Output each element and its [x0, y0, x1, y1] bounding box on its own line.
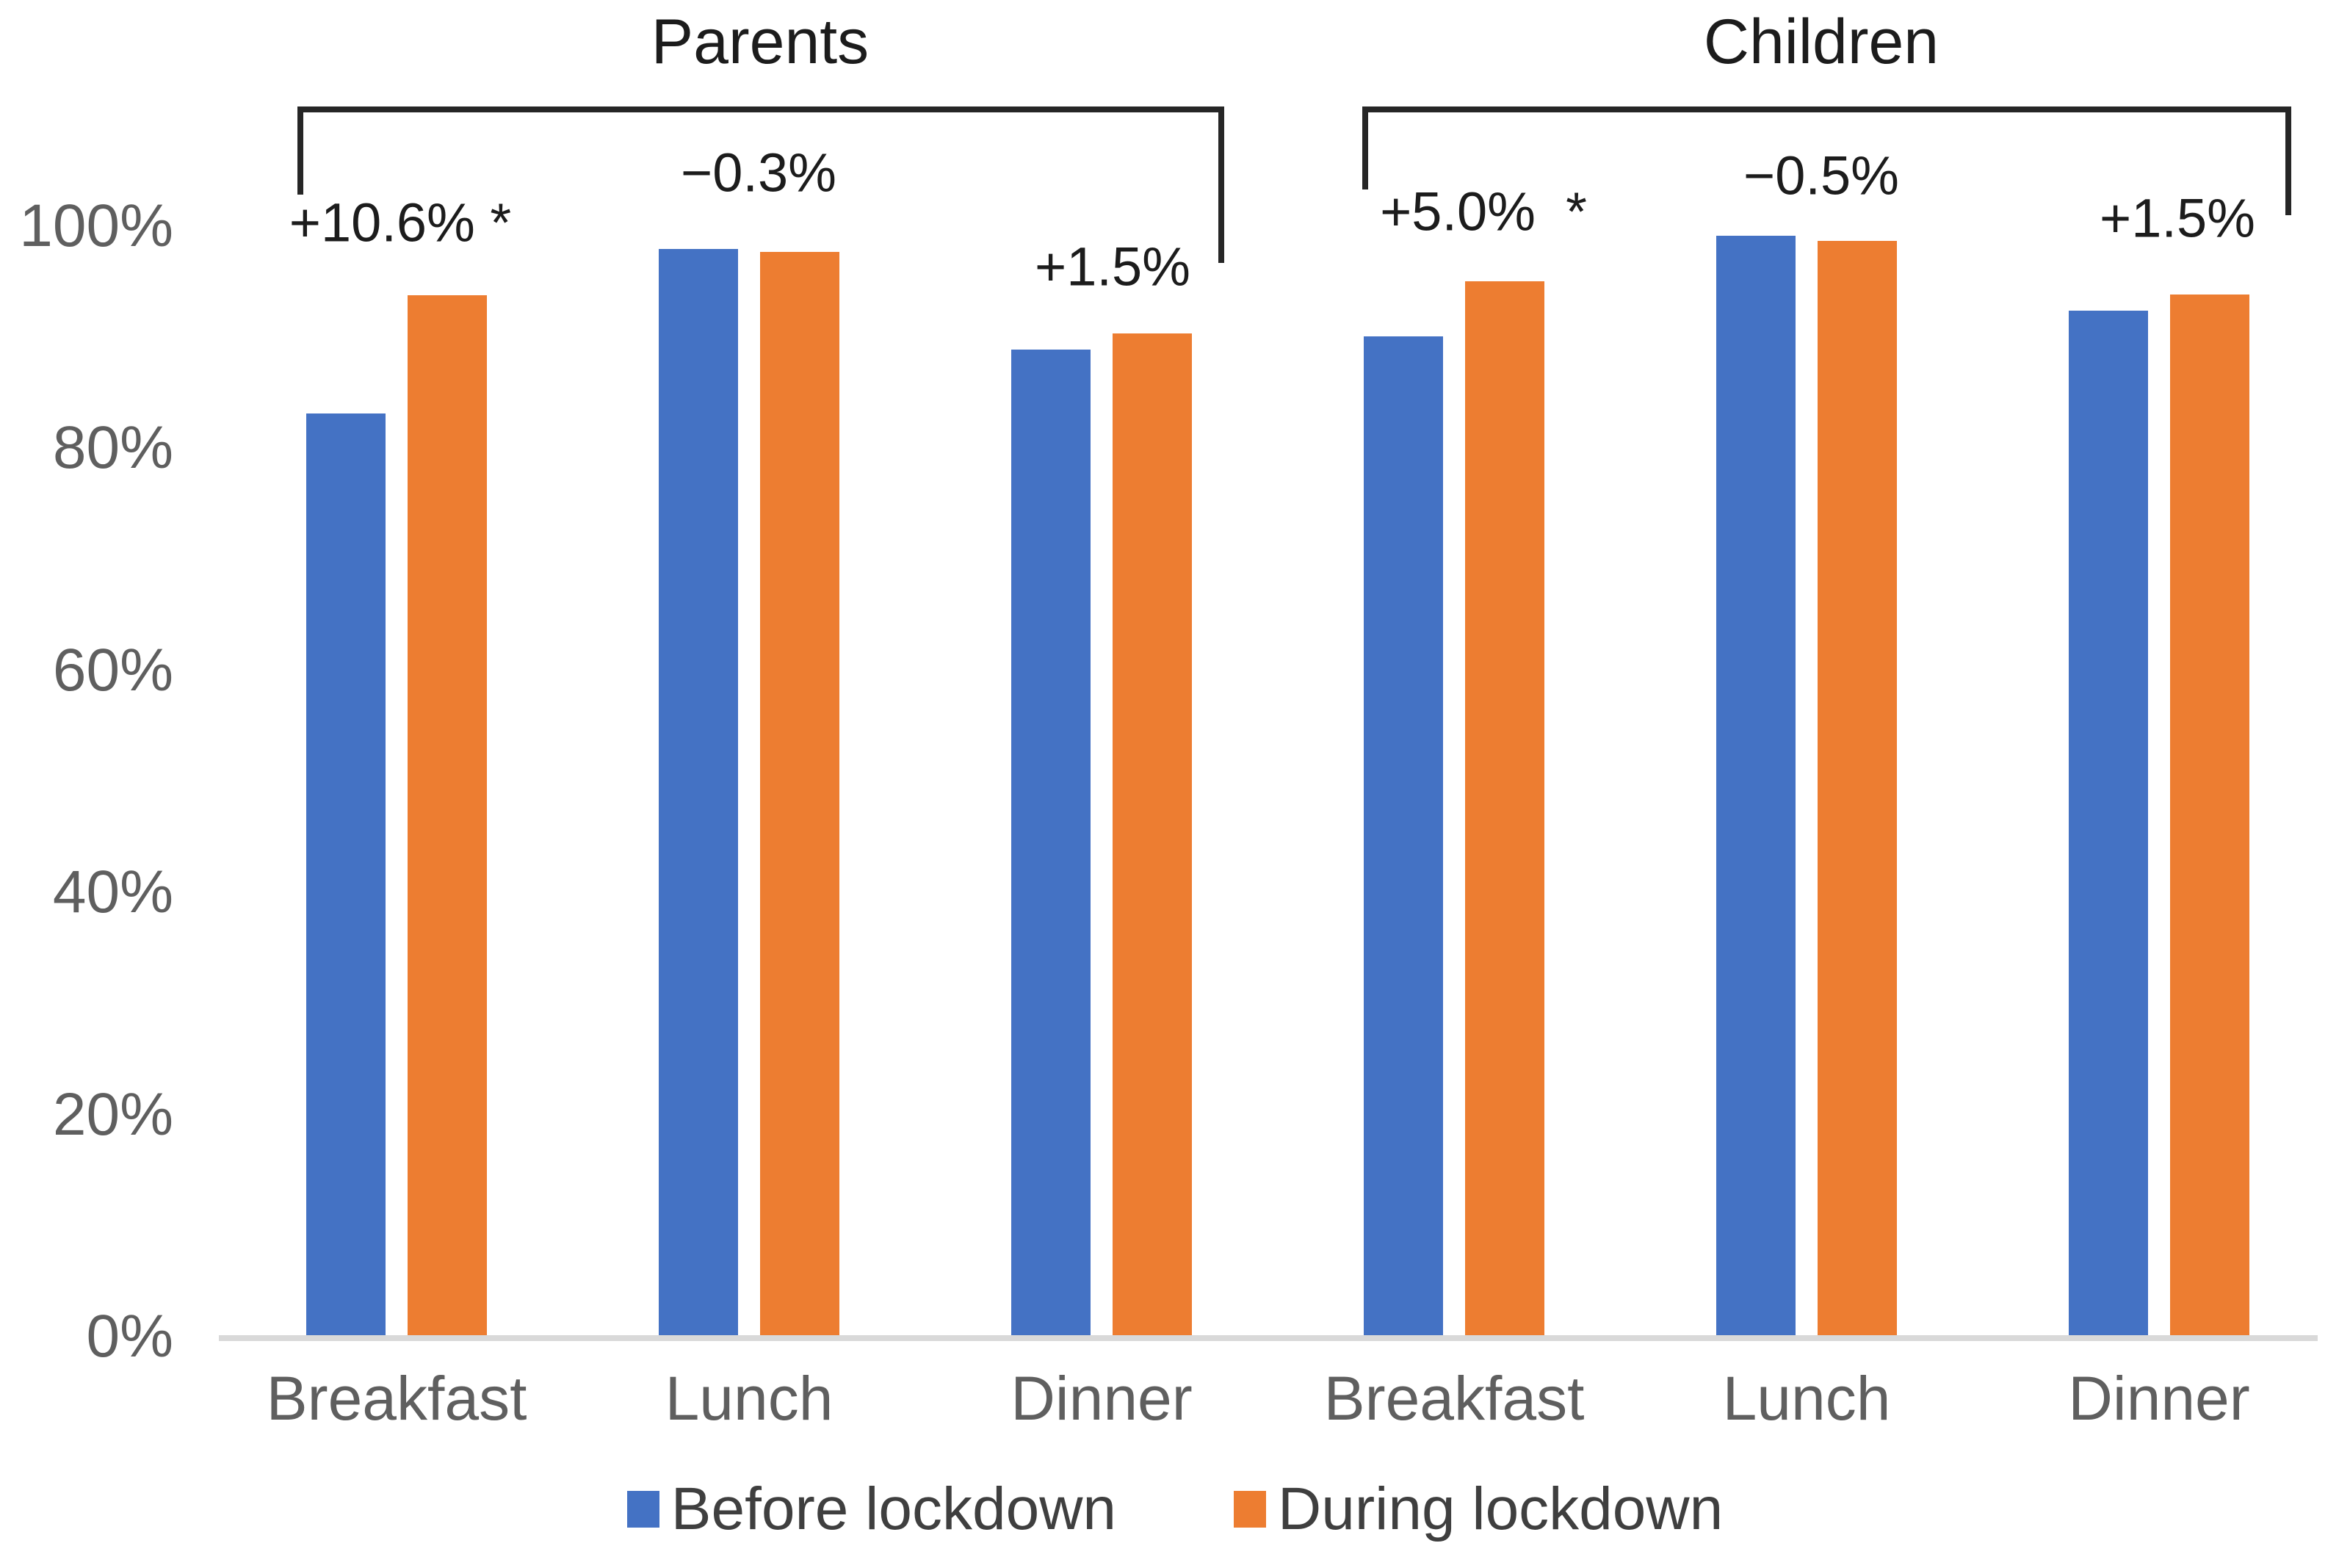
y-axis: 0% 20% 40% 60% 80% 100% — [0, 0, 176, 1568]
legend-label-before-lockdown: Before lockdown — [670, 1475, 1117, 1542]
y-axis-label-80: 80% — [52, 414, 173, 482]
bar-children-dinner-during-lockdown — [2170, 294, 2249, 1338]
bracket-tick-right — [1218, 112, 1224, 263]
y-axis-label-100: 100% — [19, 192, 173, 260]
category-label-parents-lunch: Lunch — [665, 1364, 834, 1433]
bracket-tick-left — [297, 112, 303, 195]
y-axis-label-20: 20% — [52, 1080, 173, 1148]
y-axis-label-0: 0% — [86, 1303, 173, 1370]
bracket-tick-left — [1362, 112, 1368, 189]
group-title-parents: Parents — [651, 7, 870, 77]
bar-children-breakfast-before-lockdown — [1364, 336, 1443, 1338]
legend-swatch-before-lockdown — [626, 1491, 659, 1528]
x-axis-line — [219, 1335, 2318, 1341]
bar-parents-dinner-during-lockdown — [1113, 333, 1192, 1338]
legend-item-during: During lockdown — [1234, 1475, 1723, 1544]
annotation-children-breakfast: +5.0% * — [1380, 181, 1587, 242]
annotation-parents-dinner: +1.5% — [1035, 236, 1190, 297]
bar-children-dinner-before-lockdown — [2069, 311, 2148, 1338]
bracket-tick-right — [2285, 112, 2291, 215]
bar-children-lunch-before-lockdown — [1716, 235, 1796, 1338]
annotation-parents-lunch: −0.3% — [681, 142, 836, 203]
bar-parents-dinner-before-lockdown — [1011, 350, 1091, 1338]
y-axis-label-40: 40% — [52, 859, 173, 926]
bar-children-lunch-during-lockdown — [1818, 241, 1897, 1338]
legend-item-before: Before lockdown — [626, 1475, 1117, 1544]
category-label-children-dinner: Dinner — [2068, 1364, 2250, 1433]
category-label-parents-dinner: Dinner — [1010, 1364, 1193, 1433]
bar-parents-lunch-during-lockdown — [760, 252, 839, 1338]
category-label-parents-breakfast: Breakfast — [266, 1364, 527, 1433]
annotation-parents-breakfast: +10.6% * — [289, 192, 512, 253]
legend-swatch-during-lockdown — [1234, 1491, 1267, 1528]
group-title-children: Children — [1703, 7, 1939, 77]
category-label-children-breakfast: Breakfast — [1323, 1364, 1585, 1433]
category-label-children-lunch: Lunch — [1722, 1364, 1891, 1433]
parents-bracket — [297, 106, 1224, 263]
bar-parents-lunch-before-lockdown — [659, 248, 738, 1338]
children-bracket — [1362, 106, 2291, 215]
legend-label-during-lockdown: During lockdown — [1278, 1475, 1724, 1542]
legend: Before lockdown During lockdown — [0, 1475, 2350, 1544]
bar-parents-breakfast-during-lockdown — [408, 295, 487, 1338]
annotation-children-dinner: +1.5% — [2100, 187, 2255, 249]
y-axis-label-60: 60% — [52, 636, 173, 704]
bar-parents-breakfast-before-lockdown — [306, 413, 386, 1338]
bar-children-breakfast-during-lockdown — [1465, 281, 1544, 1338]
annotation-children-lunch: −0.5% — [1743, 145, 1899, 206]
